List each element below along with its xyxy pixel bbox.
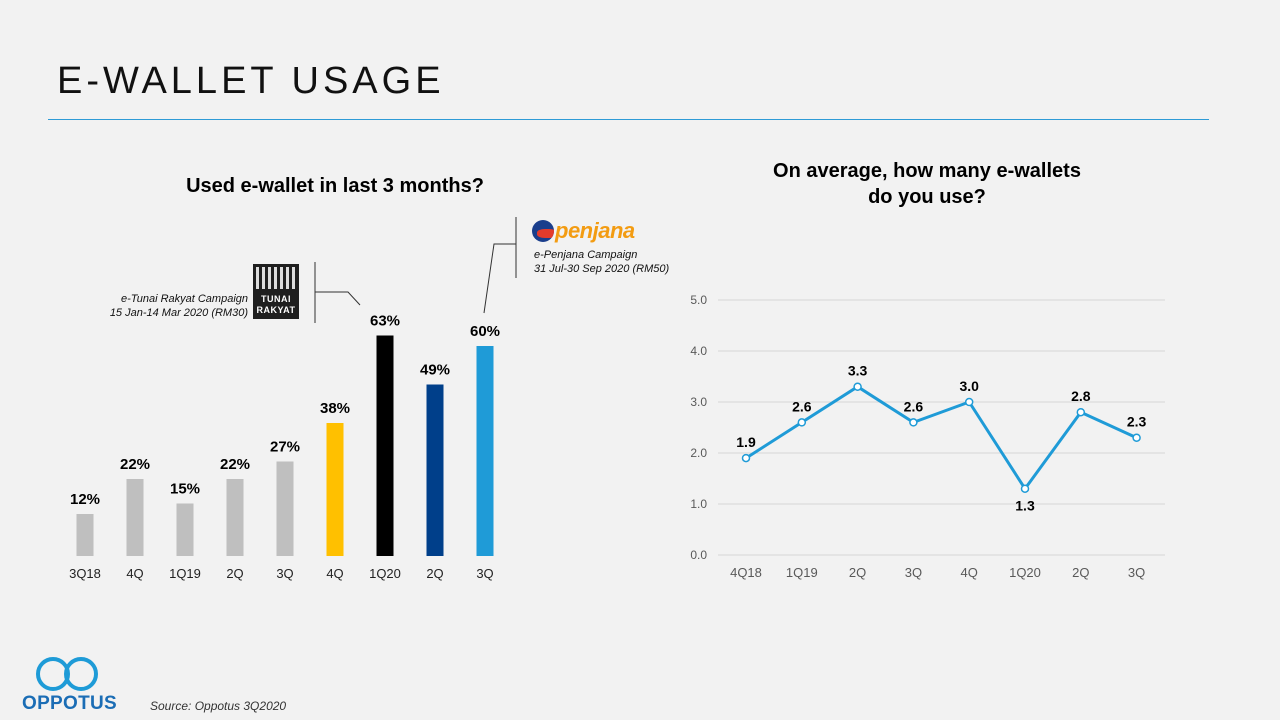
y-tick-label: 0.0 bbox=[690, 548, 707, 562]
x-category-label: 4Q18 bbox=[730, 565, 762, 580]
penjana-mark-icon bbox=[532, 220, 554, 242]
tunai-campaign-dates: 15 Jan-14 Mar 2020 (RM30) bbox=[109, 307, 248, 319]
line-chart: 0.0 1.0 2.0 3.0 4.0 5.0 1.9 4Q18 2.6 1Q19 3.3 2Q 2.6… bbox=[690, 293, 1165, 580]
tunai-rakyat-qr-logo: TUNAI RAKYAT bbox=[253, 264, 299, 319]
tunai-campaign-name: e-Tunai Rakyat Campaign bbox=[121, 293, 248, 305]
penjana-campaign-annotation: e-Penjana Campaign 31 Jul-30 Sep 2020 (R… bbox=[534, 248, 734, 276]
data-value-label: 3.3 bbox=[848, 363, 868, 379]
data-value-label: 2.8 bbox=[1071, 388, 1091, 404]
bar-value-label: 60% bbox=[470, 323, 500, 340]
bar-category-label: 3Q bbox=[476, 566, 493, 581]
bar-category-label: 1Q19 bbox=[169, 566, 201, 581]
bar-chart-title: Used e-wallet in last 3 months? bbox=[186, 175, 484, 197]
bar-category-label: 3Q bbox=[276, 566, 293, 581]
penjana-callout-pointer bbox=[483, 243, 516, 314]
penjana-logo: penjana bbox=[532, 216, 635, 246]
tunai-badge-line2: RAKYAT bbox=[256, 305, 296, 315]
data-value-label: 1.3 bbox=[1015, 498, 1035, 514]
x-category-label: 3Q bbox=[905, 565, 922, 580]
data-point bbox=[741, 453, 751, 463]
bar-category-label: 2Q bbox=[426, 566, 443, 581]
tunai-badge-line1: TUNAI bbox=[261, 294, 291, 304]
data-point bbox=[853, 382, 862, 391]
oppotus-wordmark: OPPOTUS bbox=[22, 693, 118, 714]
data-value-label: 1.9 bbox=[736, 434, 756, 450]
y-tick-label: 1.0 bbox=[690, 497, 707, 511]
qr-code-icon bbox=[256, 267, 296, 289]
callout-lines bbox=[314, 217, 517, 323]
tunai-callout-pointer bbox=[315, 291, 361, 306]
data-point bbox=[1020, 484, 1030, 493]
bar-category-label: 4Q bbox=[326, 566, 343, 581]
bar-5 bbox=[276, 461, 294, 556]
penjana-campaign-name: e-Penjana Campaign bbox=[534, 249, 638, 261]
data-point bbox=[964, 397, 974, 407]
y-tick-label: 2.0 bbox=[690, 446, 707, 460]
title-divider bbox=[48, 119, 1209, 120]
bar-category-label: 4Q bbox=[126, 566, 143, 581]
bar-6 bbox=[326, 423, 344, 556]
bar-value-label: 12% bbox=[70, 491, 100, 508]
bar-category-label: 2Q bbox=[226, 566, 243, 581]
x-category-label: 2Q bbox=[1072, 565, 1089, 580]
bar-4 bbox=[226, 479, 244, 556]
x-category-label: 1Q20 bbox=[1009, 565, 1041, 580]
penjana-logo-text: penjana bbox=[555, 218, 635, 243]
x-category-label: 3Q bbox=[1128, 565, 1145, 580]
x-category-label: 2Q bbox=[849, 565, 866, 580]
bar-8 bbox=[426, 384, 444, 556]
bar-9 bbox=[476, 346, 494, 556]
bar-value-label: 22% bbox=[120, 456, 150, 473]
data-point bbox=[1076, 407, 1086, 417]
oppotus-rings-icon bbox=[36, 655, 106, 691]
bar-category-label: 1Q20 bbox=[369, 566, 401, 581]
bar-2 bbox=[126, 479, 144, 556]
data-value-label: 2.6 bbox=[904, 398, 924, 414]
source-note: Source: Oppotus 3Q2020 bbox=[150, 699, 287, 713]
series-line bbox=[745, 385, 1138, 491]
y-tick-label: 3.0 bbox=[690, 395, 707, 409]
data-value-label: 2.3 bbox=[1127, 414, 1147, 430]
penjana-campaign-dates: 31 Jul-30 Sep 2020 (RM50) bbox=[534, 263, 670, 275]
x-category-label: 4Q bbox=[961, 565, 978, 580]
bar-value-label: 27% bbox=[270, 439, 300, 456]
y-tick-label: 4.0 bbox=[690, 344, 707, 358]
data-point bbox=[909, 418, 918, 427]
line-chart-title-line1: On average, how many e-wallets bbox=[773, 160, 1081, 182]
data-point bbox=[797, 418, 807, 427]
bar-value-label: 15% bbox=[170, 481, 200, 498]
bar-3 bbox=[176, 503, 194, 556]
bar-value-label: 63% bbox=[370, 313, 400, 330]
line-chart-title: On average, how many e-wallets do you us… bbox=[720, 158, 1134, 210]
data-value-label: 2.6 bbox=[792, 398, 812, 414]
x-category-label: 1Q19 bbox=[786, 565, 818, 580]
data-point bbox=[1132, 433, 1141, 442]
data-value-label: 3.0 bbox=[959, 378, 979, 394]
bar-value-label: 38% bbox=[320, 400, 350, 417]
bar-1 bbox=[76, 514, 94, 556]
bar-value-label: 22% bbox=[220, 456, 250, 473]
y-tick-label: 5.0 bbox=[690, 293, 707, 307]
oppotus-logo: OPPOTUS bbox=[22, 655, 122, 715]
bar-chart: 12% 3Q18 22% 4Q 15% 1Q19 22% 2Q 27% 3Q 38% 4Q 63% 1Q2… bbox=[69, 313, 500, 582]
bar-value-label: 49% bbox=[420, 362, 450, 379]
tunai-campaign-annotation: e-Tunai Rakyat Campaign 15 Jan-14 Mar 20… bbox=[60, 292, 248, 320]
bar-category-label: 3Q18 bbox=[69, 566, 101, 581]
page-title: E-WALLET USAGE bbox=[57, 60, 445, 102]
line-chart-title-line2: do you use? bbox=[868, 186, 986, 208]
bar-7 bbox=[376, 335, 394, 556]
